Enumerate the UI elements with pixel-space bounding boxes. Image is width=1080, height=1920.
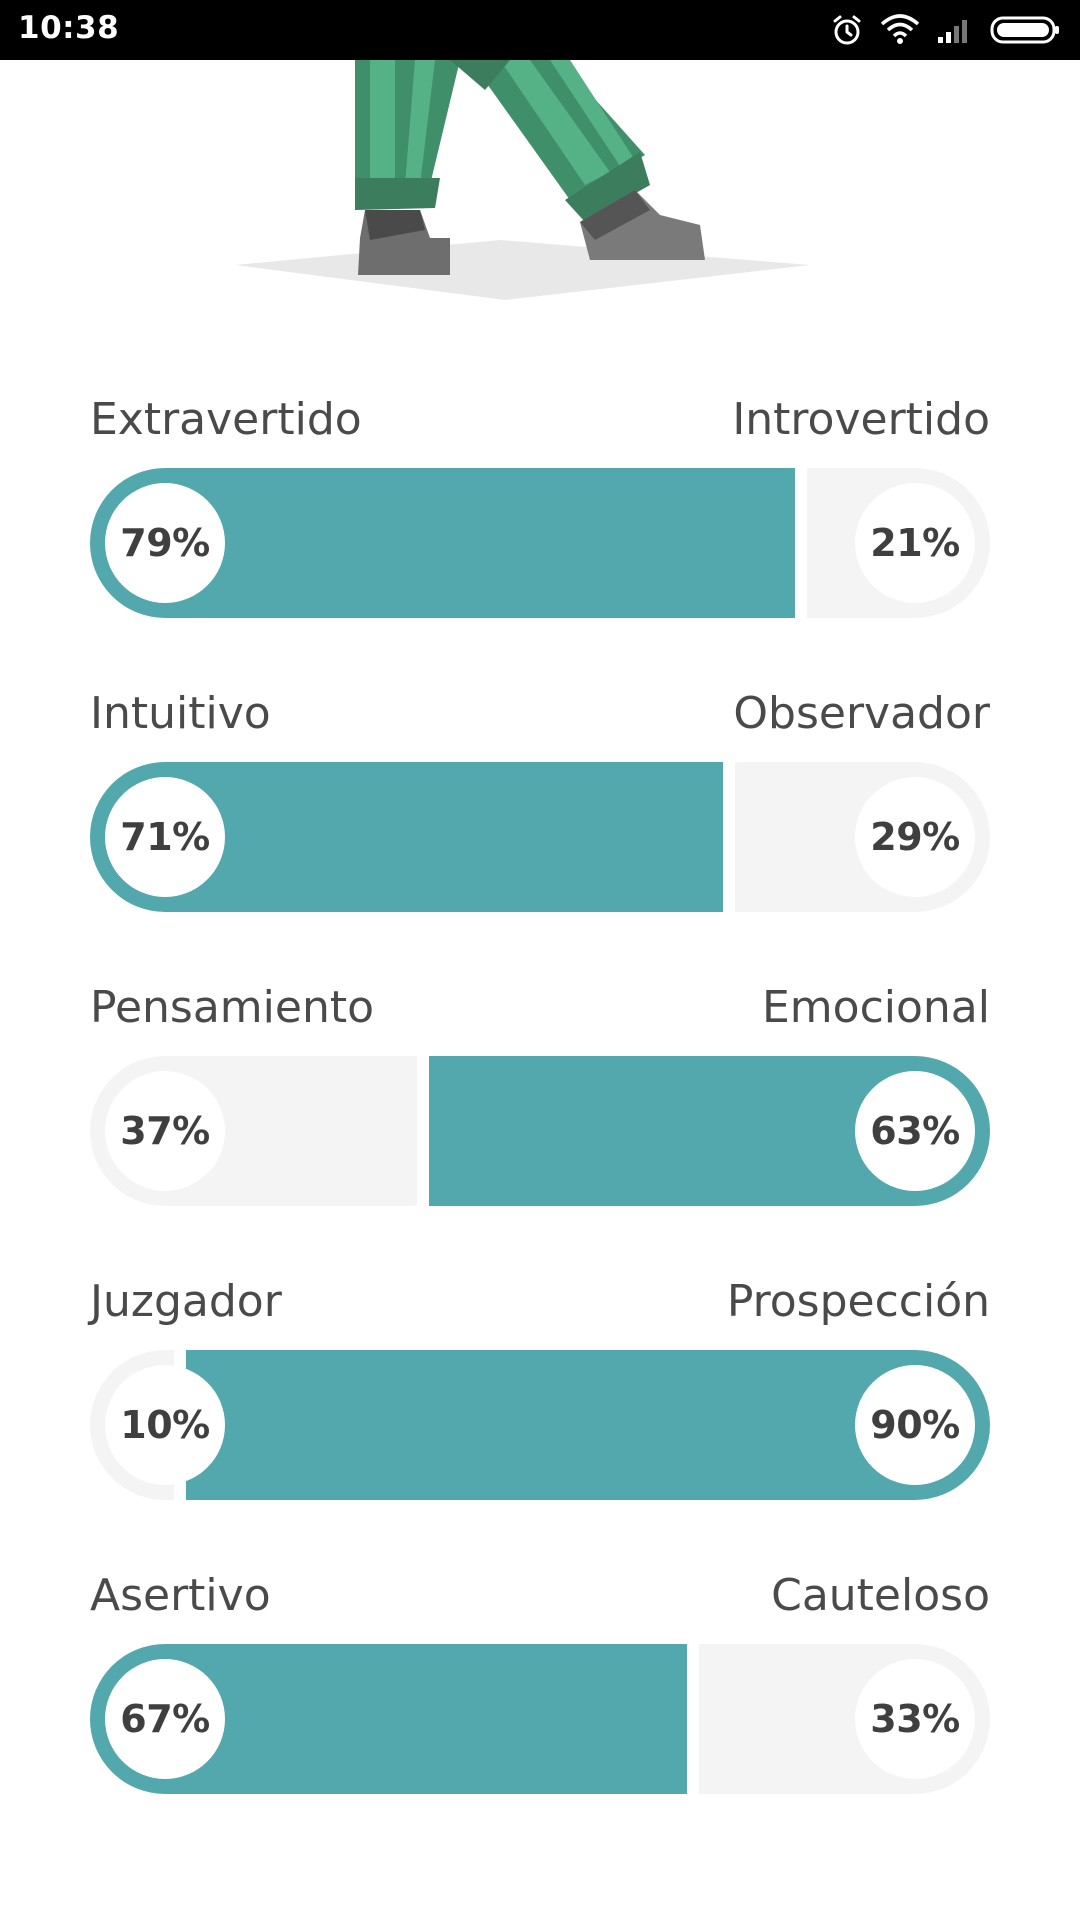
- trait-left-label: Pensamiento: [90, 982, 375, 1033]
- trait-right-percent: 63%: [855, 1071, 975, 1191]
- trait-right-percent: 21%: [855, 483, 975, 603]
- trait-bar: 71% 29%: [90, 762, 990, 912]
- trait-bar: 10% 90%: [90, 1350, 990, 1500]
- trait-left-percent: 67%: [105, 1659, 225, 1779]
- status-bar: 10:38: [0, 0, 1080, 60]
- trait-right-label: Emocional: [762, 982, 990, 1033]
- status-icons: [830, 10, 1062, 50]
- trait-row: Pensamiento Emocional 37% 63%: [90, 978, 990, 1206]
- trait-right-percent: 90%: [855, 1365, 975, 1485]
- battery-icon: [990, 15, 1062, 45]
- trait-right-label: Cauteloso: [771, 1570, 990, 1621]
- trait-left-label: Asertivo: [90, 1570, 271, 1621]
- trait-left-percent: 10%: [105, 1365, 225, 1485]
- signal-icon: [936, 15, 974, 45]
- status-time: 10:38: [18, 10, 120, 46]
- trait-right-percent: 29%: [855, 777, 975, 897]
- trait-row: Juzgador Prospección 10% 90%: [90, 1272, 990, 1500]
- trait-left-label: Intuitivo: [90, 688, 271, 739]
- trait-right-label: Prospección: [726, 1276, 990, 1327]
- trait-left-percent: 71%: [105, 777, 225, 897]
- trait-bar: 67% 33%: [90, 1644, 990, 1794]
- trait-right-label: Introvertido: [732, 394, 990, 445]
- character-illustration: [230, 60, 830, 310]
- trait-bar: 37% 63%: [90, 1056, 990, 1206]
- trait-row: Asertivo Cauteloso 67% 33%: [90, 1566, 990, 1794]
- trait-left-percent: 79%: [105, 483, 225, 603]
- trait-row: Intuitivo Observador 71% 29%: [90, 684, 990, 912]
- trait-left-label: Extravertido: [90, 394, 362, 445]
- trait-right-label: Observador: [733, 688, 990, 739]
- alarm-icon: [830, 13, 864, 47]
- trait-bar: 79% 21%: [90, 468, 990, 618]
- trait-row: Extravertido Introvertido 79% 21%: [90, 390, 990, 618]
- trait-left-percent: 37%: [105, 1071, 225, 1191]
- trait-left-label: Juzgador: [90, 1276, 282, 1327]
- trait-right-percent: 33%: [855, 1659, 975, 1779]
- wifi-icon: [880, 14, 920, 46]
